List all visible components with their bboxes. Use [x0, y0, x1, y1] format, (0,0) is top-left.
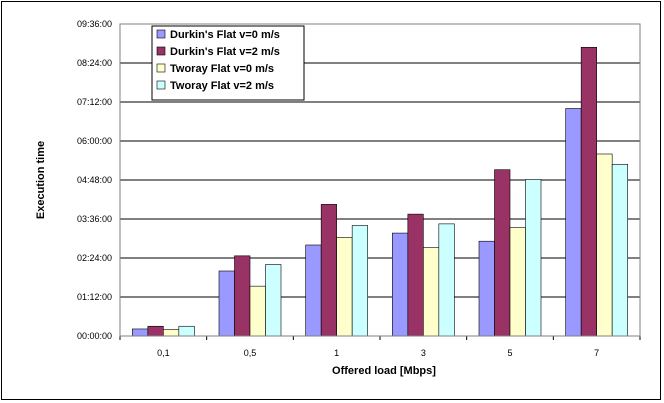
bar	[249, 285, 266, 337]
bar	[351, 225, 368, 337]
bar	[218, 270, 235, 337]
bar	[565, 108, 582, 337]
y-axis-title: Execution time	[35, 141, 47, 219]
y-tick-label: 08:24:00	[77, 58, 112, 68]
legend-label: Tworay Flat v=2 m/s	[170, 80, 274, 92]
bar	[509, 227, 526, 337]
x-tick-label: 0,5	[244, 348, 257, 358]
x-tick-label: 5	[507, 348, 512, 358]
legend-swatch	[156, 63, 166, 73]
bar	[478, 240, 495, 337]
bar	[423, 247, 440, 337]
x-axis-title: Offered load [Mbps]	[332, 365, 436, 377]
x-tick-label: 3	[421, 348, 426, 358]
legend-label: Durkin's Flat v=0 m/s	[170, 29, 280, 41]
y-tick-label: 07:12:00	[77, 97, 112, 107]
x-tick-label: 1	[334, 348, 339, 358]
y-tick-label: 03:36:00	[77, 214, 112, 224]
bar	[407, 213, 424, 337]
bar	[147, 325, 164, 337]
legend-label: Tworay Flat v=0 m/s	[170, 63, 274, 75]
x-tick-label: 7	[594, 348, 599, 358]
y-tick-label: 02:24:00	[77, 253, 112, 263]
bar	[438, 223, 455, 337]
legend-label: Durkin's Flat v=2 m/s	[170, 46, 280, 58]
legend: Durkin's Flat v=0 m/s Durkin's Flat v=2 m…	[151, 25, 305, 101]
bar	[163, 329, 180, 337]
bar	[392, 232, 409, 337]
y-tick-label: 06:00:00	[77, 136, 112, 146]
legend-swatch	[156, 80, 166, 90]
y-tick-label: 04:48:00	[77, 175, 112, 185]
y-tick-label: 00:00:00	[77, 331, 112, 341]
y-tick-label: 01:12:00	[77, 292, 112, 302]
bar	[336, 237, 353, 337]
bar	[178, 325, 195, 337]
bar	[596, 153, 613, 337]
bar	[494, 169, 511, 337]
legend-swatch	[156, 46, 166, 56]
bar	[234, 255, 251, 337]
bar	[611, 163, 628, 337]
bar	[305, 244, 322, 337]
legend-swatch	[156, 29, 166, 39]
bar	[580, 46, 597, 337]
plot-area	[119, 23, 641, 337]
bar	[265, 264, 282, 337]
bar	[132, 328, 149, 337]
x-tick-label: 0,1	[157, 348, 170, 358]
bar	[525, 179, 542, 337]
y-tick-label: 09:36:00	[77, 19, 112, 29]
bar	[320, 204, 337, 337]
